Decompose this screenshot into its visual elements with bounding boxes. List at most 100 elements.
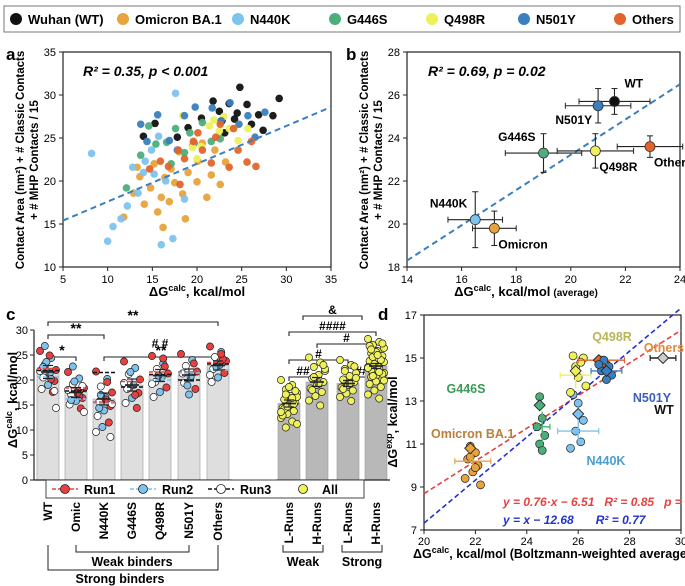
data-point bbox=[39, 363, 48, 371]
panel-label-c: c bbox=[6, 305, 15, 324]
data-point bbox=[40, 342, 49, 350]
data-point bbox=[134, 189, 142, 197]
panel-label-a: a bbox=[6, 45, 16, 64]
data-point bbox=[68, 362, 77, 371]
legend-label-0: Wuhan (WT) bbox=[28, 12, 104, 27]
y-tick-label: 30 bbox=[16, 325, 28, 337]
significance-bracket bbox=[288, 331, 377, 336]
legend-marker-3 bbox=[329, 13, 341, 25]
y-axis-title: ΔGcalc, kcal/mol bbox=[4, 352, 20, 448]
group-label: G446S bbox=[447, 382, 486, 396]
data-point bbox=[198, 146, 207, 154]
data-point bbox=[109, 222, 117, 231]
x-tick-label: N501Y bbox=[182, 502, 196, 539]
x-tick-label: L-Runs bbox=[282, 502, 296, 544]
data-point bbox=[180, 195, 189, 203]
data-point bbox=[317, 388, 326, 396]
data-point bbox=[185, 390, 193, 399]
legend-label-4: Q498R bbox=[444, 12, 486, 27]
x-tick-label: Omic bbox=[69, 502, 83, 532]
data-point bbox=[146, 184, 155, 192]
mean-diamond bbox=[572, 407, 585, 421]
x-tick-label: 10 bbox=[102, 274, 114, 286]
data-point bbox=[217, 350, 226, 358]
data-point bbox=[309, 363, 318, 371]
fit-line-red bbox=[423, 329, 682, 495]
data-point bbox=[210, 116, 218, 124]
significance-mark: # # bbox=[152, 337, 169, 351]
x-tick-label: H-Runs bbox=[310, 502, 324, 545]
significance-label: ## bbox=[296, 364, 310, 378]
data-point bbox=[364, 335, 372, 343]
group-label: Weak bbox=[287, 555, 319, 569]
data-point bbox=[189, 137, 198, 146]
data-point bbox=[229, 124, 238, 133]
data-point bbox=[136, 120, 145, 129]
data-point bbox=[183, 381, 192, 390]
y-tick-label: 18 bbox=[388, 262, 400, 274]
data-point bbox=[225, 163, 233, 172]
y-axis-title: Contact Area (nm²) + # Classic Contacts … bbox=[15, 51, 41, 269]
data-point bbox=[305, 396, 313, 405]
data-point bbox=[573, 398, 583, 408]
y-tick-label: 10 bbox=[44, 262, 56, 274]
data-point bbox=[566, 388, 575, 397]
x-tick-label: 22 bbox=[619, 274, 631, 286]
y-tick-label: 28 bbox=[388, 47, 400, 59]
r2-annotation: R² = 0.35, p < 0.001 bbox=[83, 63, 209, 79]
legend-label-6: Others bbox=[632, 12, 674, 27]
y-tick-label: 7 bbox=[411, 525, 417, 537]
y-tick-label: 0 bbox=[22, 475, 28, 487]
legend-marker-5 bbox=[518, 13, 530, 25]
y-tick-label: 30 bbox=[44, 90, 56, 102]
significance-bracket bbox=[47, 321, 219, 326]
data-point bbox=[365, 380, 374, 388]
panel-a-scatter: R² = 0.35, p < 0.001 5 10 15 20 25 30 35 10 15 20… bbox=[15, 47, 337, 299]
data-point bbox=[220, 369, 229, 377]
data-point bbox=[165, 136, 174, 145]
data-point bbox=[244, 111, 252, 120]
x-axis-title: ΔGcalc, kcal/mol (average) bbox=[454, 283, 598, 299]
data-point bbox=[594, 360, 604, 369]
group-label: Weak binders bbox=[91, 555, 172, 569]
significance-label: * bbox=[59, 342, 65, 358]
x-tick-label: 30 bbox=[675, 536, 685, 548]
data-point bbox=[126, 368, 135, 376]
data-point bbox=[177, 350, 185, 358]
data-point bbox=[275, 94, 283, 103]
group-label: N501Y bbox=[633, 391, 672, 405]
y-tick-label: 10 bbox=[16, 425, 28, 437]
x-tick-label: 26 bbox=[572, 536, 584, 548]
y-tick-label: 20 bbox=[388, 219, 400, 231]
data-point bbox=[311, 392, 320, 400]
data-point bbox=[123, 202, 132, 210]
data-point bbox=[132, 404, 141, 412]
data-point bbox=[180, 154, 189, 163]
y-tick-label: 24 bbox=[388, 133, 400, 145]
group-label: Strong bbox=[342, 555, 382, 569]
data-point bbox=[347, 397, 356, 405]
y-tick-label: 5 bbox=[22, 450, 28, 462]
data-point bbox=[215, 107, 224, 116]
y-tick-label: 9 bbox=[411, 482, 417, 494]
data-point bbox=[131, 391, 140, 399]
data-point bbox=[173, 133, 182, 141]
data-point bbox=[233, 109, 241, 117]
data-point bbox=[234, 136, 242, 145]
legend-label-1: Omicron BA.1 bbox=[135, 12, 222, 27]
r2-annotation: R² = 0.69, p = 0.02 bbox=[428, 63, 546, 79]
data-point bbox=[194, 129, 202, 137]
x-tick-label: 30 bbox=[280, 274, 292, 286]
legend-marker-4 bbox=[426, 13, 438, 25]
data-point bbox=[164, 162, 173, 171]
data-point bbox=[216, 120, 225, 129]
group-bracket bbox=[282, 545, 324, 553]
data-point bbox=[339, 385, 348, 393]
group-label: Others bbox=[644, 341, 684, 355]
data-point bbox=[156, 388, 164, 396]
data-point bbox=[244, 124, 252, 133]
data-point bbox=[153, 110, 162, 119]
y-tick-label: 22 bbox=[388, 176, 400, 188]
data-point bbox=[159, 223, 167, 232]
data-point bbox=[193, 154, 201, 163]
